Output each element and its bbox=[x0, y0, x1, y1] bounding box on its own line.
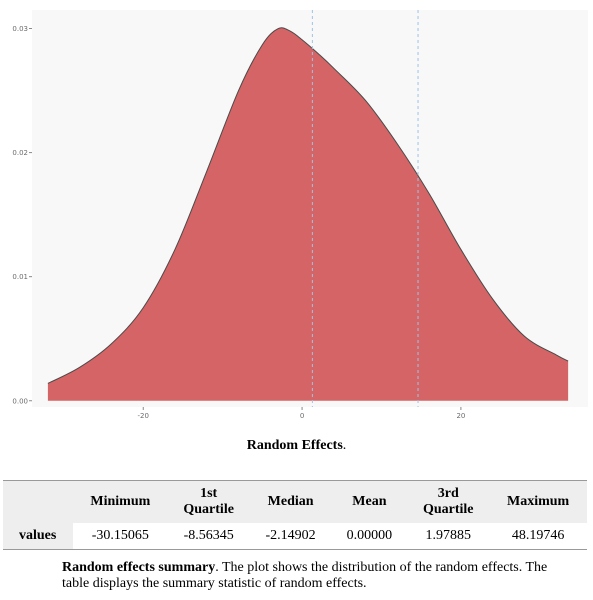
summary-note: Random effects summary. The plot shows t… bbox=[62, 560, 562, 592]
note-title: Random effects summary bbox=[62, 560, 216, 575]
density-curve bbox=[47, 27, 569, 384]
cell-3rd-quartile: 1.97885 bbox=[425, 528, 471, 543]
density-area bbox=[47, 27, 569, 401]
cell-maximum: 48.19746 bbox=[511, 528, 565, 543]
y-tick-label: 0.02 bbox=[12, 149, 28, 157]
table-header-row: Minimum 1st Quartile Median Mean 3rd Qua… bbox=[3, 480, 587, 523]
header-maximum: Maximum bbox=[489, 480, 587, 523]
header-minimum: Minimum bbox=[73, 480, 168, 523]
cell-1st-quartile: -8.56345 bbox=[183, 528, 234, 543]
x-tick-label: -20 bbox=[137, 412, 148, 420]
density-plot: 0.00 0.01 0.02 0.03 -20 0 20 bbox=[12, 10, 569, 420]
note-rest: . The plot shows the distribution of the… bbox=[62, 560, 548, 591]
cell-median: -2.14902 bbox=[265, 528, 316, 543]
header-empty bbox=[3, 480, 73, 523]
header-median: Median bbox=[249, 480, 332, 523]
header-mean: Mean bbox=[331, 480, 408, 523]
header-3rd-quartile: 3rd Quartile bbox=[407, 480, 490, 523]
x-tick-label: 0 bbox=[300, 412, 304, 420]
cell-minimum: -30.15065 bbox=[91, 528, 149, 543]
x-tick-label: 20 bbox=[456, 412, 465, 420]
figure-caption: Random Effects. bbox=[0, 438, 593, 454]
header-1st-quartile: 1st Quartile bbox=[167, 480, 250, 523]
summary-table: Minimum 1st Quartile Median Mean 3rd Qua… bbox=[3, 480, 587, 550]
cell-mean: 0.00000 bbox=[346, 528, 393, 543]
row-label: values bbox=[3, 523, 73, 550]
caption-rest: . bbox=[342, 438, 347, 453]
caption-title: Random Effects bbox=[246, 438, 343, 453]
y-tick-label: 0.00 bbox=[12, 397, 28, 405]
table-row: values -30.15065 -8.56345 -2.14902 0.000… bbox=[3, 523, 587, 550]
y-tick-label: 0.01 bbox=[12, 273, 28, 281]
y-tick-label: 0.03 bbox=[12, 25, 28, 33]
